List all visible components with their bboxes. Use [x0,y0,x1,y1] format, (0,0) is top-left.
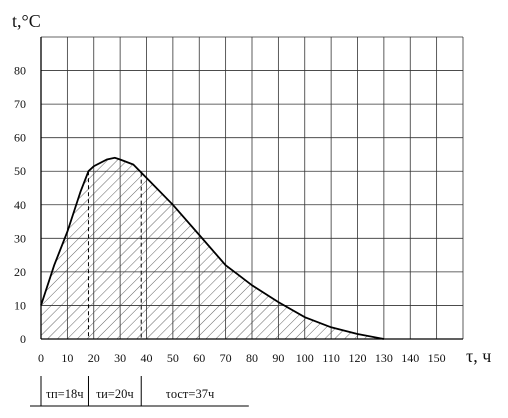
x-tick-labels: 0 10 20 30 40 50 60 70 80 90 100 110 120 130 140 150 [38,351,446,365]
phase-label: τп=18ч [46,387,84,401]
phase-label: τост=37ч [166,387,214,401]
x-tick-label: 50 [167,351,179,365]
x-tick-label: 30 [114,351,126,365]
y-tick-label: 30 [14,231,26,245]
x-tick-label: 70 [220,351,232,365]
x-tick-label: 80 [246,351,258,365]
x-tick-label: 120 [349,351,367,365]
x-tick-label: 40 [141,351,153,365]
x-tick-label: 130 [375,351,393,365]
x-tick-label: 110 [322,351,340,365]
axes [40,37,463,340]
x-tick-label: 100 [296,351,314,365]
y-tick-label: 40 [14,198,26,212]
y-axis-label: t,°C [12,11,41,31]
x-tick-label: 20 [88,351,100,365]
x-tick-label: 10 [61,351,73,365]
y-tick-label: 70 [14,97,26,111]
y-tick-label: 20 [14,265,26,279]
x-tick-label: 150 [428,351,446,365]
y-tick-label: 80 [14,64,26,78]
phase-label: τи=20ч [96,387,134,401]
x-axis-label: τ, ч [466,346,491,366]
y-tick-label: 60 [14,131,26,145]
y-tick-labels: 0 10 20 30 40 50 60 70 80 [14,64,26,346]
y-tick-label: 0 [20,332,26,346]
x-tick-label: 60 [193,351,205,365]
phase-labels: τп=18ч τи=20ч τост=37ч [30,376,249,407]
temperature-curve [40,156,385,340]
hatched-area [41,157,384,339]
x-tick-label: 90 [272,351,284,365]
y-tick-label: 50 [14,164,26,178]
y-tick-label: 10 [14,298,26,312]
x-tick-label: 140 [401,351,419,365]
x-tick-label: 0 [38,351,44,365]
